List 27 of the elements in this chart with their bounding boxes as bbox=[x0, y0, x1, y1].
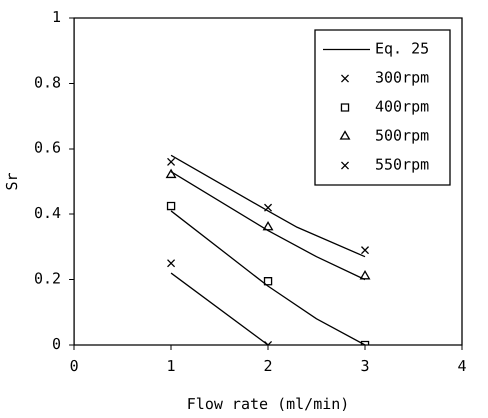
x-tick-label: 2 bbox=[264, 356, 273, 375]
y-tick-label: 0.8 bbox=[34, 73, 62, 92]
y-axis-title: Sr bbox=[2, 172, 21, 191]
x-tick-label: 1 bbox=[166, 356, 176, 375]
y-tick-label: 0.6 bbox=[34, 138, 62, 157]
legend-label: 550rpm bbox=[375, 155, 430, 174]
legend-label: 400rpm bbox=[375, 97, 430, 116]
legend-label: 300rpm bbox=[375, 68, 430, 86]
x-tick-label: 4 bbox=[457, 356, 467, 375]
point bbox=[166, 259, 176, 268]
x-tick-label: 0 bbox=[70, 356, 79, 375]
y-tick-label: 0.2 bbox=[34, 269, 62, 288]
point bbox=[360, 270, 370, 280]
legend-label: Eq. 25 bbox=[375, 39, 430, 58]
y-tick-label: 0 bbox=[52, 334, 62, 353]
x-axis-title: Flow rate (ml/min) bbox=[186, 394, 350, 413]
point bbox=[264, 277, 272, 286]
y-tick-label: 1 bbox=[52, 8, 62, 26]
point bbox=[166, 169, 176, 178]
point bbox=[263, 222, 274, 230]
point bbox=[360, 246, 370, 254]
point bbox=[264, 203, 272, 212]
x-tick-label: 3 bbox=[360, 356, 370, 375]
legend-label: 500rpm bbox=[375, 126, 430, 144]
point bbox=[166, 158, 176, 166]
y-tick-label: 0.4 bbox=[34, 204, 62, 222]
point bbox=[166, 202, 176, 210]
